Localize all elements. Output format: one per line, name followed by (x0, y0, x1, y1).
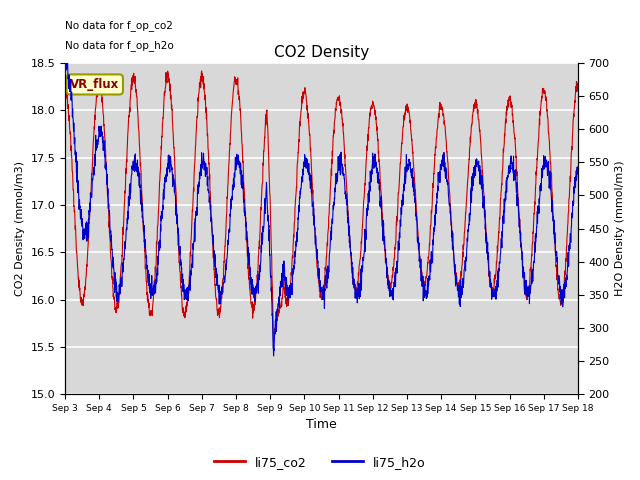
X-axis label: Time: Time (306, 419, 337, 432)
Legend: li75_co2, li75_h2o: li75_co2, li75_h2o (209, 451, 431, 474)
Text: No data for f_op_h2o: No data for f_op_h2o (65, 40, 174, 51)
Text: VR_flux: VR_flux (70, 78, 120, 91)
Text: No data for f_op_co2: No data for f_op_co2 (65, 20, 173, 31)
Y-axis label: H2O Density (mmol/m3): H2O Density (mmol/m3) (615, 161, 625, 296)
Y-axis label: CO2 Density (mmol/m3): CO2 Density (mmol/m3) (15, 161, 25, 296)
Title: CO2 Density: CO2 Density (274, 46, 369, 60)
